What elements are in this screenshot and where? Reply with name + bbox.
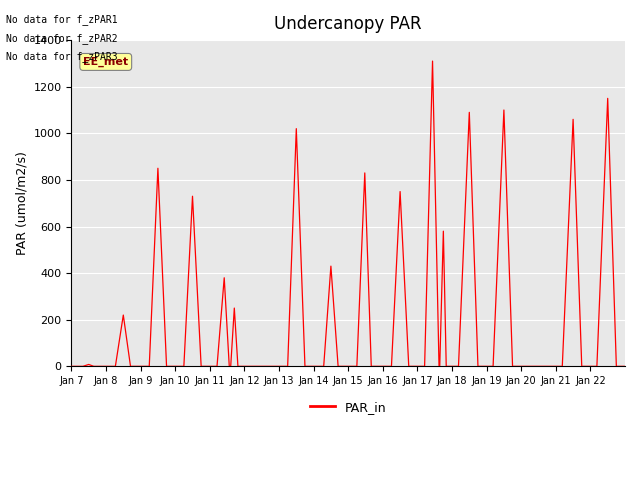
Title: Undercanopy PAR: Undercanopy PAR: [275, 15, 422, 33]
Text: EE_met: EE_met: [83, 57, 129, 67]
Text: No data for f_zPAR2: No data for f_zPAR2: [6, 33, 118, 44]
Legend: PAR_in: PAR_in: [305, 396, 392, 419]
Text: No data for f_zPAR3: No data for f_zPAR3: [6, 51, 118, 62]
Y-axis label: PAR (umol/m2/s): PAR (umol/m2/s): [15, 151, 28, 255]
Text: No data for f_zPAR1: No data for f_zPAR1: [6, 14, 118, 25]
